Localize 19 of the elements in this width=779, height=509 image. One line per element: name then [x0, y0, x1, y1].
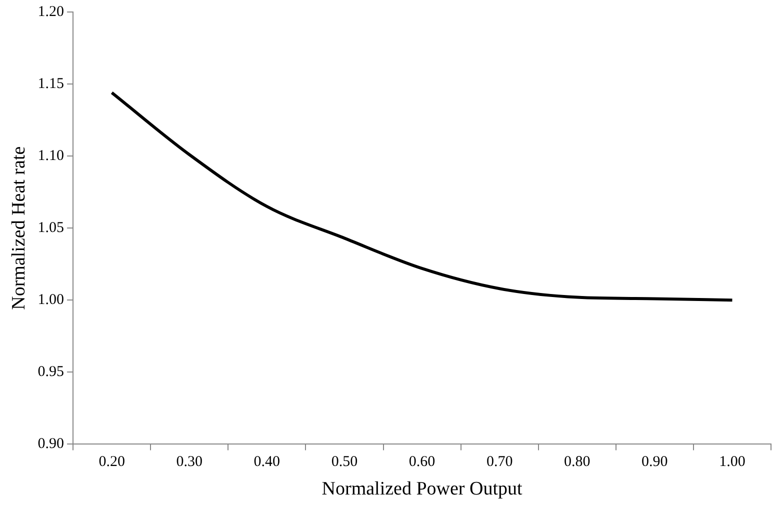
y-tick-label: 1.00: [38, 292, 64, 308]
x-tick-label: 0.90: [642, 454, 668, 470]
line-series: [110, 91, 734, 302]
y-tick-label: 1.05: [38, 220, 64, 236]
x-axis-title: Normalized Power Output: [322, 478, 523, 500]
y-axis-title: Normalized Heat rate: [8, 146, 30, 310]
x-tick-label: 0.50: [331, 454, 358, 470]
x-tick-label: 0.20: [98, 454, 125, 470]
y-tick-label: 0.90: [38, 436, 64, 452]
x-tick-label: 1.00: [719, 454, 746, 470]
y-tick-label: 0.95: [38, 364, 64, 380]
x-tick-label: 0.70: [486, 454, 513, 470]
x-tick-label: 0.30: [176, 454, 202, 470]
y-tick-label: 1.15: [38, 76, 64, 92]
x-tick-label: 0.40: [254, 454, 280, 470]
y-tick-label: 1.10: [38, 148, 64, 164]
y-tick-label: 1.20: [38, 4, 64, 20]
x-tick-label: 0.60: [408, 454, 436, 470]
x-tick-label: 0.80: [564, 454, 590, 470]
